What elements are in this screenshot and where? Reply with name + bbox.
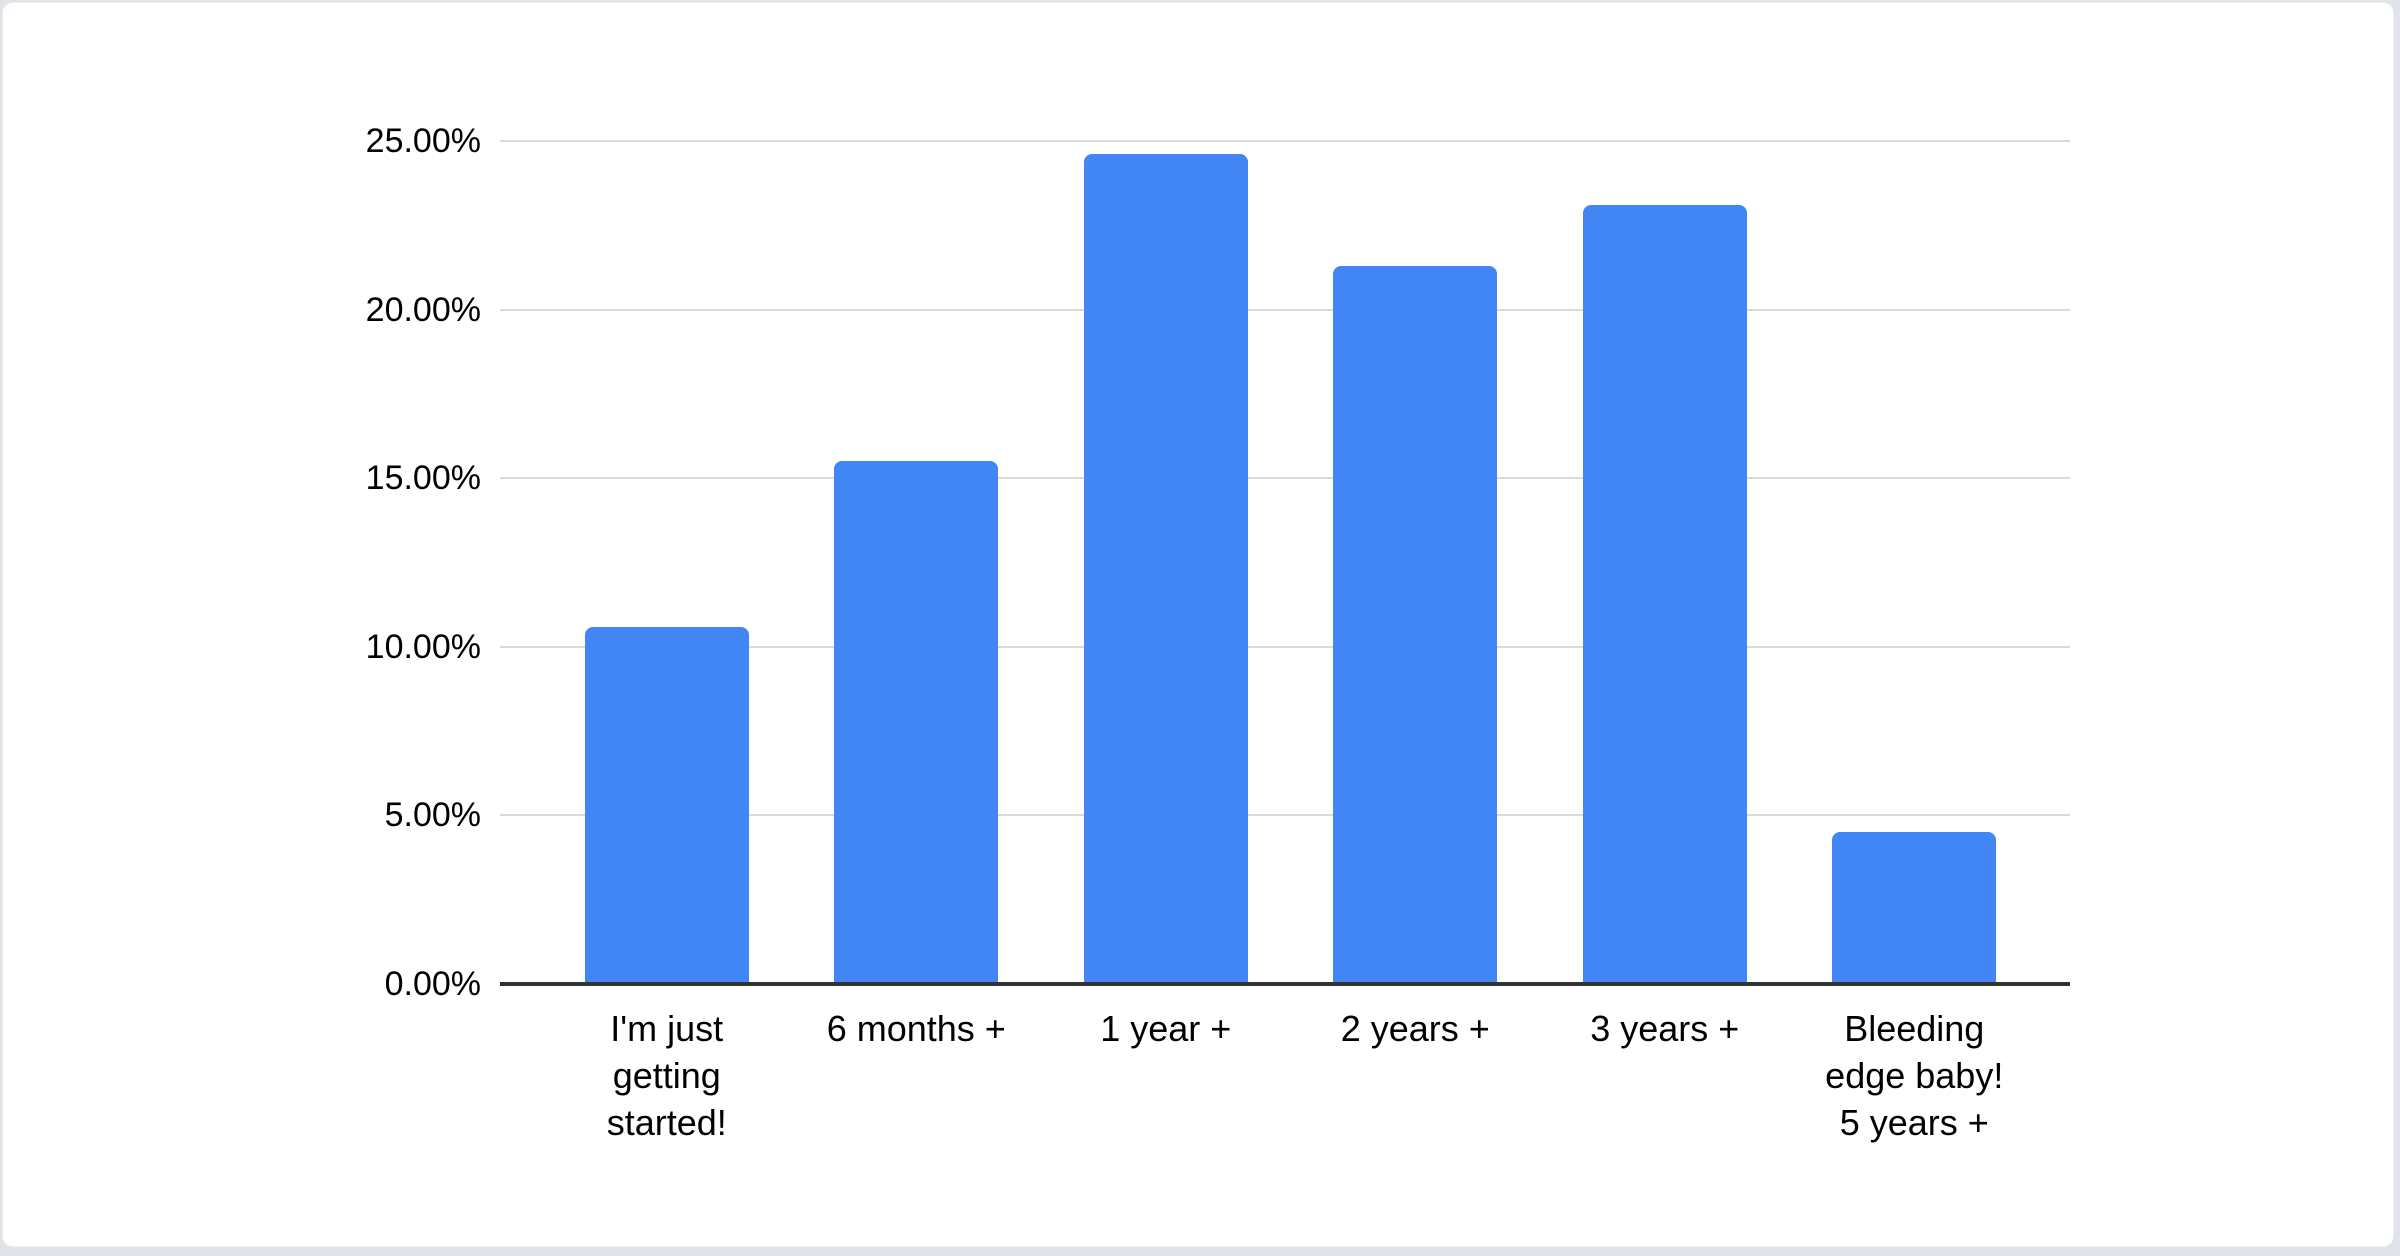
y-tick-label: 20.00% <box>365 290 481 329</box>
x-axis-label: 3 years + <box>1590 1008 1740 1049</box>
x-axis-line <box>500 982 2070 986</box>
x-axis-label: 6 months + <box>826 1008 1006 1049</box>
bar-2[interactable] <box>834 461 999 984</box>
bar-chart: 0.00% 5.00% 10.00% 15.00% 20.00% 25.00% I'm j… <box>3 3 2393 1246</box>
y-tick-label: 25.00% <box>365 122 481 160</box>
y-tick-label: 5.00% <box>384 796 481 835</box>
y-tick-label: 0.00% <box>384 965 481 1003</box>
bar-6[interactable] <box>1832 832 1997 984</box>
gridline-25.00% <box>500 140 2070 142</box>
gridline-20.00% <box>500 308 2070 311</box>
gridline-10.00% <box>500 645 2070 648</box>
x-axis-label: 2 years + <box>1340 1008 1490 1049</box>
x-axis-label: Bleeding edge baby! 5 years + <box>1825 1008 2004 1143</box>
gridline-15.00% <box>500 477 2070 480</box>
y-tick-label: 15.00% <box>365 459 481 498</box>
y-tick-label: 10.00% <box>365 627 481 666</box>
bar-4[interactable] <box>1333 265 1498 984</box>
x-axis-label: 1 year + <box>1100 1008 1232 1049</box>
bar-3[interactable] <box>1083 154 1248 984</box>
bar-5[interactable] <box>1582 205 1747 984</box>
gridline-5.00% <box>500 814 2070 817</box>
x-axis-label: I'm just getting started! <box>606 1008 727 1143</box>
bar-1[interactable] <box>584 626 749 984</box>
